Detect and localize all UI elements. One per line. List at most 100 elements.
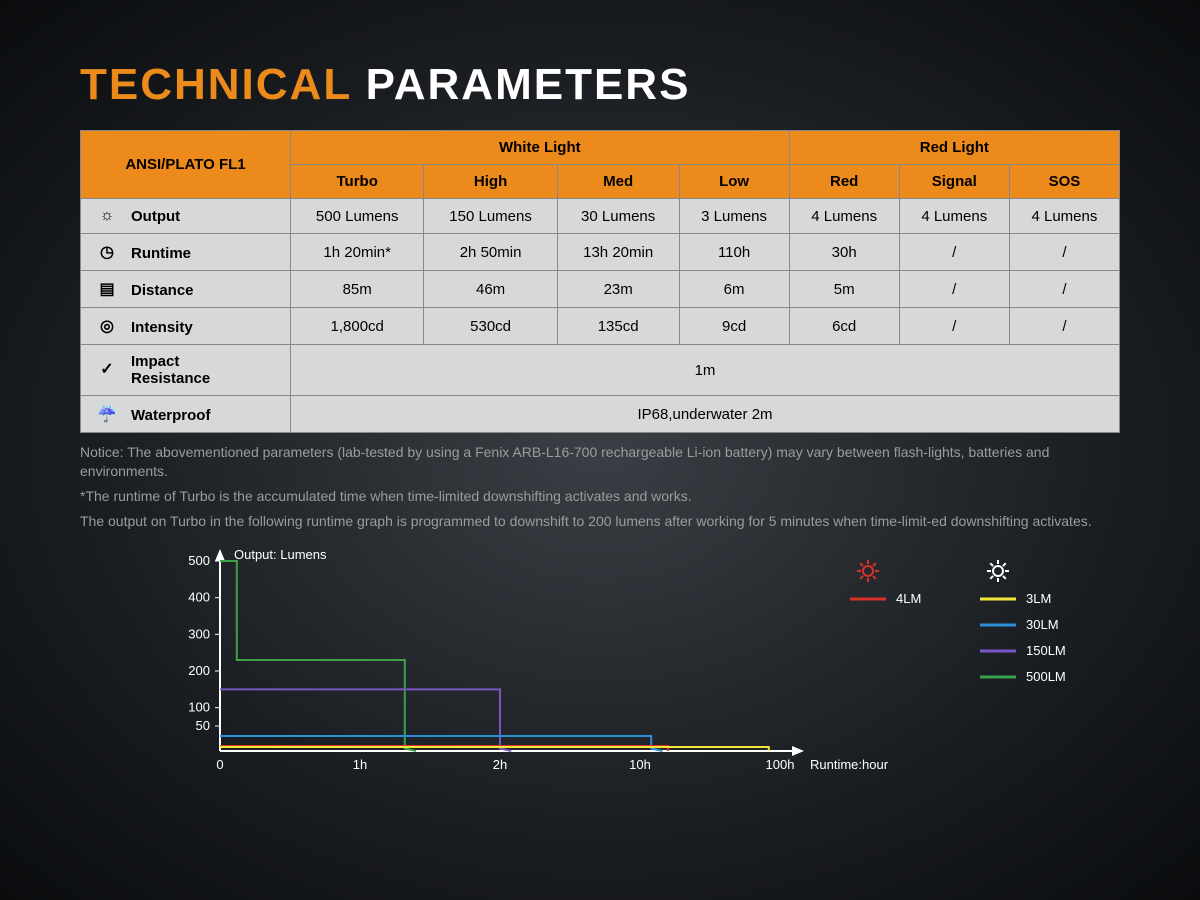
y-tick-label: 500 xyxy=(188,553,210,568)
water-label: Waterproof xyxy=(131,407,210,424)
y-tick-label: 50 xyxy=(196,718,210,733)
y-tick-label: 400 xyxy=(188,589,210,604)
intensity-label: Intensity xyxy=(131,319,193,336)
intensity-icon: ◎ xyxy=(93,316,121,336)
x-tick-label: 0 xyxy=(216,757,223,772)
runtime-cell: 2h 50min xyxy=(424,234,557,271)
impact-value: 1m xyxy=(291,345,1120,396)
row-label-impact: ✓ ImpactResistance xyxy=(81,345,291,396)
distance-cell: 5m xyxy=(789,271,899,308)
row-label-output: ☼ Output xyxy=(81,199,291,234)
legend-sun-ray xyxy=(990,576,993,579)
distance-label: Distance xyxy=(131,282,194,299)
x-tick-label: 1h xyxy=(353,757,367,772)
notice-1: Notice: The abovementioned parameters (l… xyxy=(80,443,1120,481)
table-row: ◎Intensity1,800cd530cd135cd9cd6cd// xyxy=(81,308,1120,345)
x-tick-label: 100h xyxy=(766,757,795,772)
impact-icon: ✓ xyxy=(93,359,121,379)
distance-icon: ▤ xyxy=(93,279,121,299)
y-tick-label: 100 xyxy=(188,699,210,714)
mode-red: Red xyxy=(789,165,899,199)
y-axis-arrow xyxy=(215,549,225,561)
runtime-cell: / xyxy=(899,234,1009,271)
runtime-chart: Output: Lumens5004003002001005001h2h10h1… xyxy=(80,541,1120,791)
legend-label: 500LM xyxy=(1026,669,1066,684)
notice-3: The output on Turbo in the following run… xyxy=(80,512,1120,531)
notice-2: *The runtime of Turbo is the accumulated… xyxy=(80,487,1120,506)
spec-table: ANSI/PLATO FL1 White Light Red Light Tur… xyxy=(80,130,1120,433)
output-cell: 150 Lumens xyxy=(424,199,557,234)
series-150LM xyxy=(220,689,511,751)
legend-sun-ray xyxy=(873,576,876,579)
row-label-runtime: ◷ Runtime xyxy=(81,234,291,271)
intensity-cell: / xyxy=(899,308,1009,345)
table-row: ◷ Runtime 1h 20min*2h 50min13h 20min110h30… xyxy=(81,234,1120,271)
mode-med: Med xyxy=(557,165,679,199)
title-part1: TECHNICAL xyxy=(80,60,351,109)
output-icon: ☼ xyxy=(93,207,121,225)
y-tick-label: 300 xyxy=(188,626,210,641)
header-white: White Light xyxy=(291,131,790,165)
header-standard: ANSI/PLATO FL1 xyxy=(81,131,291,199)
legend-sun-icon xyxy=(993,566,1003,576)
output-cell: 500 Lumens xyxy=(291,199,424,234)
intensity-cell: 6cd xyxy=(789,308,899,345)
runtime-cell: / xyxy=(1009,234,1119,271)
table-row: ☼ Output 500 Lumens150 Lumens30 Lumens3 Lu… xyxy=(81,199,1120,234)
legend-sun-ray xyxy=(990,563,993,566)
y-title: Output: Lumens xyxy=(234,547,327,562)
runtime-cell: 1h 20min* xyxy=(291,234,424,271)
output-cell: 4 Lumens xyxy=(899,199,1009,234)
output-cell: 3 Lumens xyxy=(679,199,789,234)
runtime-cell: 110h xyxy=(679,234,789,271)
y-tick-label: 200 xyxy=(188,663,210,678)
row-label-distance: ▤ Distance xyxy=(81,271,291,308)
distance-cell: / xyxy=(899,271,1009,308)
mode-turbo: Turbo xyxy=(291,165,424,199)
legend-sun-icon xyxy=(863,566,873,576)
title-part2: PARAMETERS xyxy=(366,60,691,109)
row-label-intensity: ◎ Intensity xyxy=(81,308,291,345)
runtime-label: Runtime xyxy=(131,245,191,262)
chart-svg: Output: Lumens5004003002001005001h2h10h1… xyxy=(80,541,1120,791)
legend-sun-ray xyxy=(1003,576,1006,579)
series-500LM xyxy=(220,561,416,751)
legend-sun-ray xyxy=(1003,563,1006,566)
intensity-cell: 9cd xyxy=(679,308,789,345)
distance-cell: 6m xyxy=(679,271,789,308)
table-row: ✓ ImpactResistance 1m xyxy=(81,345,1120,396)
x-tick-label: 10h xyxy=(629,757,651,772)
output-cell: 4 Lumens xyxy=(789,199,899,234)
x-axis-arrow xyxy=(792,746,804,756)
output-cell: 4 Lumens xyxy=(1009,199,1119,234)
water-icon: ☔ xyxy=(93,404,121,424)
impact-label: ImpactResistance xyxy=(131,353,210,387)
runtime-cell: 13h 20min xyxy=(557,234,679,271)
legend-sun-ray xyxy=(860,563,863,566)
x-title: Runtime:hour xyxy=(810,757,889,772)
table-row: ▤Distance85m46m23m6m5m// xyxy=(81,271,1120,308)
output-label: Output xyxy=(131,208,180,225)
output-cell: 30 Lumens xyxy=(557,199,679,234)
header-red: Red Light xyxy=(789,131,1119,165)
x-tick-label: 2h xyxy=(493,757,507,772)
legend-sun-ray xyxy=(873,563,876,566)
table-row: ☔ Waterproof IP68,underwater 2m xyxy=(81,396,1120,433)
mode-sos: SOS xyxy=(1009,165,1119,199)
distance-cell: 23m xyxy=(557,271,679,308)
distance-cell: 46m xyxy=(424,271,557,308)
water-value: IP68,underwater 2m xyxy=(291,396,1120,433)
runtime-cell: 30h xyxy=(789,234,899,271)
intensity-cell: / xyxy=(1009,308,1119,345)
page-title: TECHNICAL PARAMETERS xyxy=(80,60,1120,110)
series-30LM xyxy=(220,736,662,751)
row-label-water: ☔ Waterproof xyxy=(81,396,291,433)
legend-label: 150LM xyxy=(1026,643,1066,658)
mode-low: Low xyxy=(679,165,789,199)
distance-cell: / xyxy=(1009,271,1119,308)
legend-sun-ray xyxy=(860,576,863,579)
intensity-cell: 530cd xyxy=(424,308,557,345)
notice-block: Notice: The abovementioned parameters (l… xyxy=(80,443,1120,531)
legend-label: 3LM xyxy=(1026,591,1051,606)
runtime-icon: ◷ xyxy=(93,242,121,262)
